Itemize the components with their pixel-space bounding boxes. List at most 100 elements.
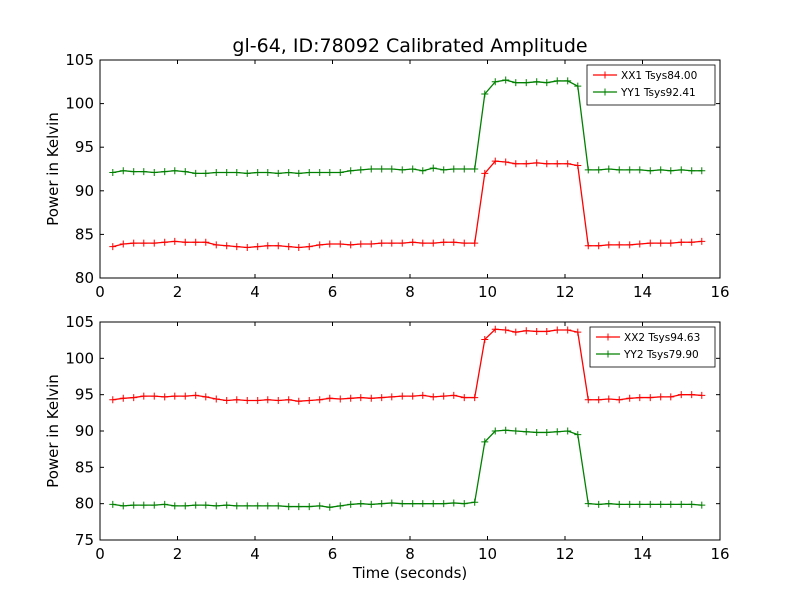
data-point [357,166,365,174]
series-2 [109,426,706,511]
data-point [429,393,437,401]
data-point [285,396,293,404]
legend-entry: YY2 Tsys79.90 [623,349,699,361]
data-point [440,392,448,400]
x-axis-label: Time (seconds) [352,564,468,582]
data-point [460,239,468,247]
data-point [378,165,386,173]
y-axis-label: Power in Kelvin [44,374,62,488]
data-point [171,502,179,510]
data-point [223,168,231,176]
data-point [657,500,665,508]
subplot-1: 0 2 4 6 8 10 12 14 16 80 85 90 95 100 105 gl-64, ID:780… [44,35,730,301]
data-point [192,391,200,399]
series-line [112,79,702,175]
data-point [688,167,696,175]
data-point [564,160,572,168]
data-point [171,237,179,245]
data-point [533,78,541,86]
chart-title: gl-64, ID:78092 Calibrated Amplitude [232,35,587,57]
x-tick-label: 12 [555,545,574,563]
data-point [460,500,468,508]
data-point [161,500,169,508]
data-point [533,428,541,436]
data-point [574,431,582,439]
data-point [336,168,344,176]
data-point [181,392,189,400]
data-point [605,241,613,249]
data-point [698,167,706,175]
data-point [688,391,696,399]
data-point [254,396,262,404]
data-point [677,391,685,399]
legend-frame [586,64,716,106]
data-point [305,243,313,251]
legend-frame [589,326,716,368]
data-point [419,391,427,399]
x-tick-label: 16 [710,545,729,563]
data-point [471,165,479,173]
data-point [636,394,644,402]
data-point [243,396,251,404]
data-point [388,239,396,247]
data-point [119,502,127,510]
data-point [119,394,127,402]
data-point [595,500,603,508]
y-tick-label: 90 [75,422,94,440]
data-point [192,169,200,177]
data-point [150,239,158,247]
data-point [233,168,241,176]
data-point [316,168,324,176]
data-point [677,500,685,508]
data-point [512,160,520,168]
data-point [326,503,334,511]
data-point [181,502,189,510]
data-point [615,396,623,404]
data-point [223,242,231,250]
data-point [161,393,169,401]
data-point [305,168,313,176]
data-point [646,239,654,247]
series-1 [109,325,706,405]
data-point [378,500,386,508]
data-point [450,165,458,173]
data-point [615,500,623,508]
data-point [533,327,541,335]
data-point [429,500,437,508]
data-point [202,169,210,177]
data-point [243,243,251,251]
data-point [378,394,386,402]
data-point [254,502,262,510]
data-point [584,500,592,508]
data-point [512,328,520,336]
data-point [595,242,603,250]
data-point [564,427,572,435]
data-point [233,243,241,251]
x-tick-label: 0 [95,545,105,563]
data-point [109,168,117,176]
x-tick-label: 10 [478,545,497,563]
data-point [657,166,665,174]
data-point [522,160,530,168]
data-point [233,502,241,510]
data-point [347,167,355,175]
data-point [326,394,334,402]
data-point [367,165,375,173]
y-tick-label: 100 [65,349,94,367]
y-tick-label: 100 [65,95,94,113]
data-point [367,500,375,508]
data-point [605,165,613,173]
data-point [646,167,654,175]
data-point [398,500,406,508]
data-point [336,395,344,403]
data-point [254,243,262,251]
data-point [171,167,179,175]
data-point [471,394,479,402]
data-point [460,394,468,402]
data-point [181,168,189,176]
data-point [336,502,344,510]
y-tick-label: 80 [75,269,94,287]
legend-entry: YY1 Tsys92.41 [620,87,696,99]
x-tick-label: 14 [633,545,652,563]
data-point [130,239,138,247]
